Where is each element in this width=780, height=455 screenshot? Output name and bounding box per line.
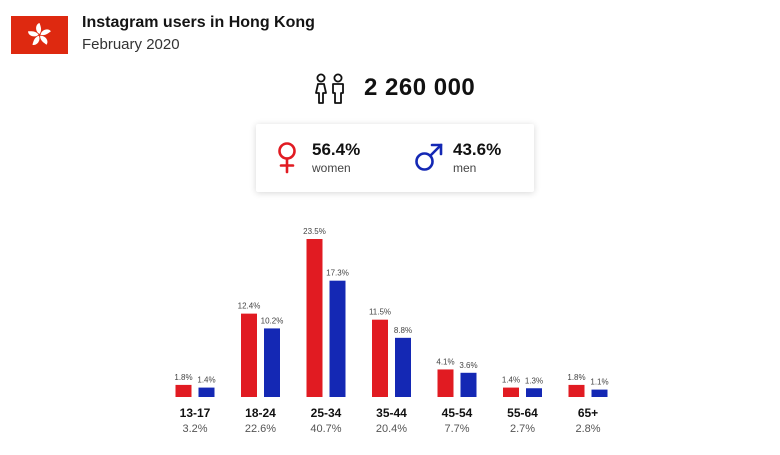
- female-icon: [278, 142, 296, 174]
- men-label: men: [453, 161, 477, 175]
- age-category-share: 2.8%: [575, 423, 600, 435]
- age-category-label: 45-54: [442, 406, 473, 420]
- male-icon: [415, 143, 443, 171]
- bar-label-women-25-34: 23.5%: [303, 227, 326, 236]
- total-users: 2 260 000: [364, 74, 476, 101]
- men-percentage: 43.6%: [453, 140, 502, 159]
- page-subtitle: February 2020: [82, 36, 180, 53]
- age-category-share: 7.7%: [444, 423, 469, 435]
- bar-label-men-18-24: 10.2%: [261, 316, 284, 325]
- age-category-label: 65+: [578, 406, 598, 420]
- women-percentage: 56.4%: [312, 140, 361, 159]
- bar-label-men-25-34: 17.3%: [326, 269, 349, 278]
- bar-label-men-45-54: 3.6%: [459, 361, 477, 370]
- bar-men-35-44: [395, 337, 411, 397]
- bar-women-45-54: [437, 369, 454, 397]
- bar-label-women-13-17: 1.8%: [174, 373, 192, 382]
- age-category-label: 18-24: [245, 406, 276, 420]
- age-category-share: 22.6%: [245, 423, 276, 435]
- bar-label-men-35-44: 8.8%: [394, 326, 412, 335]
- bar-men-25-34: [329, 280, 346, 397]
- bar-women-25-34: [306, 239, 323, 397]
- bar-label-women-45-54: 4.1%: [436, 357, 454, 366]
- bar-men-13-17: [198, 387, 215, 397]
- bar-women-65+: [568, 384, 585, 397]
- age-category-share: 3.2%: [182, 423, 207, 435]
- age-category-label: 25-34: [311, 406, 342, 420]
- age-category-share: 40.7%: [310, 423, 341, 435]
- age-category-label: 35-44: [376, 406, 407, 420]
- gender-split-card: 56.4% women 43.6% men: [256, 124, 534, 192]
- bar-label-women-18-24: 12.4%: [238, 302, 261, 311]
- age-category-share: 20.4%: [376, 423, 407, 435]
- bar-women-55-64: [503, 387, 519, 397]
- people-icon: [315, 73, 344, 104]
- bar-men-55-64: [526, 388, 542, 397]
- bar-label-men-55-64: 1.3%: [525, 376, 543, 385]
- hong-kong-flag-icon: [11, 16, 68, 54]
- age-category-label: 13-17: [180, 406, 211, 420]
- bar-label-men-13-17: 1.4%: [197, 376, 215, 385]
- bar-label-women-65+: 1.8%: [567, 373, 585, 382]
- bar-label-women-35-44: 11.5%: [369, 308, 391, 317]
- women-label: women: [312, 161, 351, 175]
- bar-women-35-44: [372, 319, 388, 397]
- bar-label-men-65+: 1.1%: [590, 378, 608, 387]
- bar-women-13-17: [175, 384, 192, 397]
- bar-label-women-55-64: 1.4%: [502, 376, 520, 385]
- bar-men-18-24: [264, 328, 280, 397]
- page-title: Instagram users in Hong Kong: [82, 14, 315, 31]
- age-category-label: 55-64: [507, 406, 538, 420]
- bar-men-45-54: [460, 372, 477, 397]
- bar-men-65+: [591, 389, 608, 397]
- bar-women-18-24: [241, 313, 257, 397]
- age-category-share: 2.7%: [510, 423, 535, 435]
